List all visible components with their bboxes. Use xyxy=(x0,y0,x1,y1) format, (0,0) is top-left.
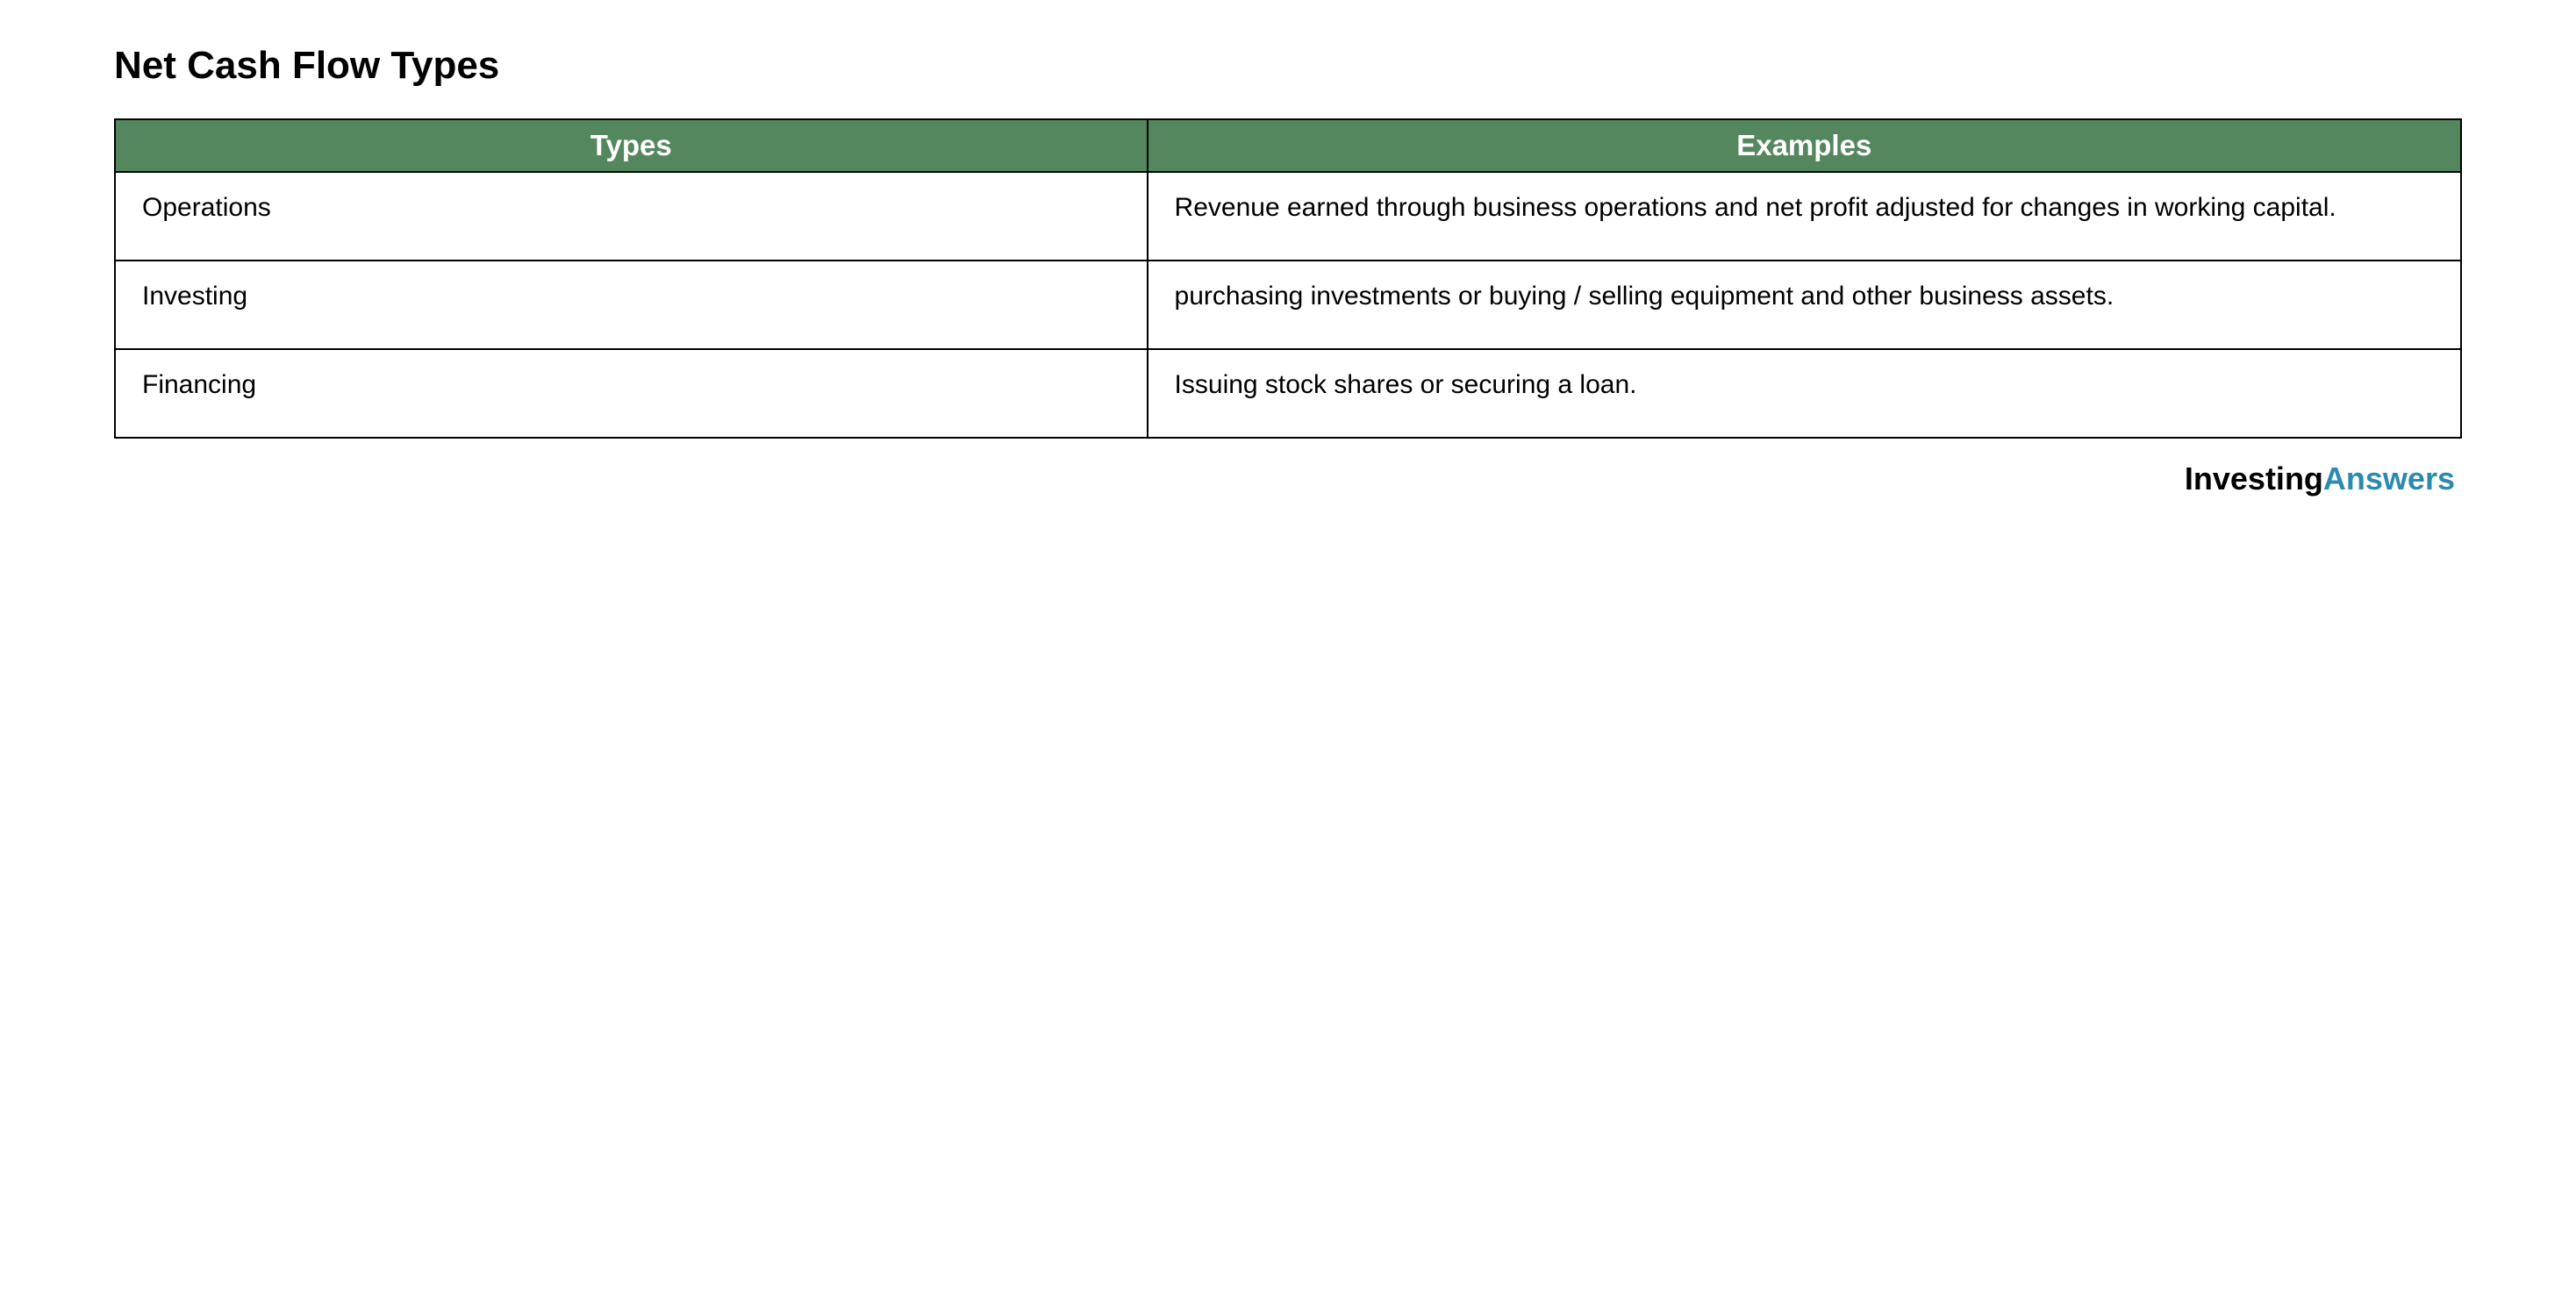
table-row: Operations Revenue earned through busine… xyxy=(115,172,2461,261)
branding-logo: InvestingAnswers xyxy=(114,461,2455,497)
page-title: Net Cash Flow Types xyxy=(114,44,2462,88)
cashflow-table: Types Examples Operations Revenue earned… xyxy=(114,118,2462,439)
column-header-types: Types xyxy=(115,119,1148,172)
cell-example: Issuing stock shares or securing a loan. xyxy=(1148,349,2461,438)
cell-type: Investing xyxy=(115,261,1148,349)
table-row: Financing Issuing stock shares or securi… xyxy=(115,349,2461,438)
brand-part2: Answers xyxy=(2323,461,2455,496)
table-header-row: Types Examples xyxy=(115,119,2461,172)
brand-part1: Investing xyxy=(2185,461,2323,496)
column-header-examples: Examples xyxy=(1148,119,2461,172)
cell-example: purchasing investments or buying / selli… xyxy=(1148,261,2461,349)
cell-type: Operations xyxy=(115,172,1148,261)
table-row: Investing purchasing investments or buyi… xyxy=(115,261,2461,349)
cell-type: Financing xyxy=(115,349,1148,438)
cell-example: Revenue earned through business operatio… xyxy=(1148,172,2461,261)
